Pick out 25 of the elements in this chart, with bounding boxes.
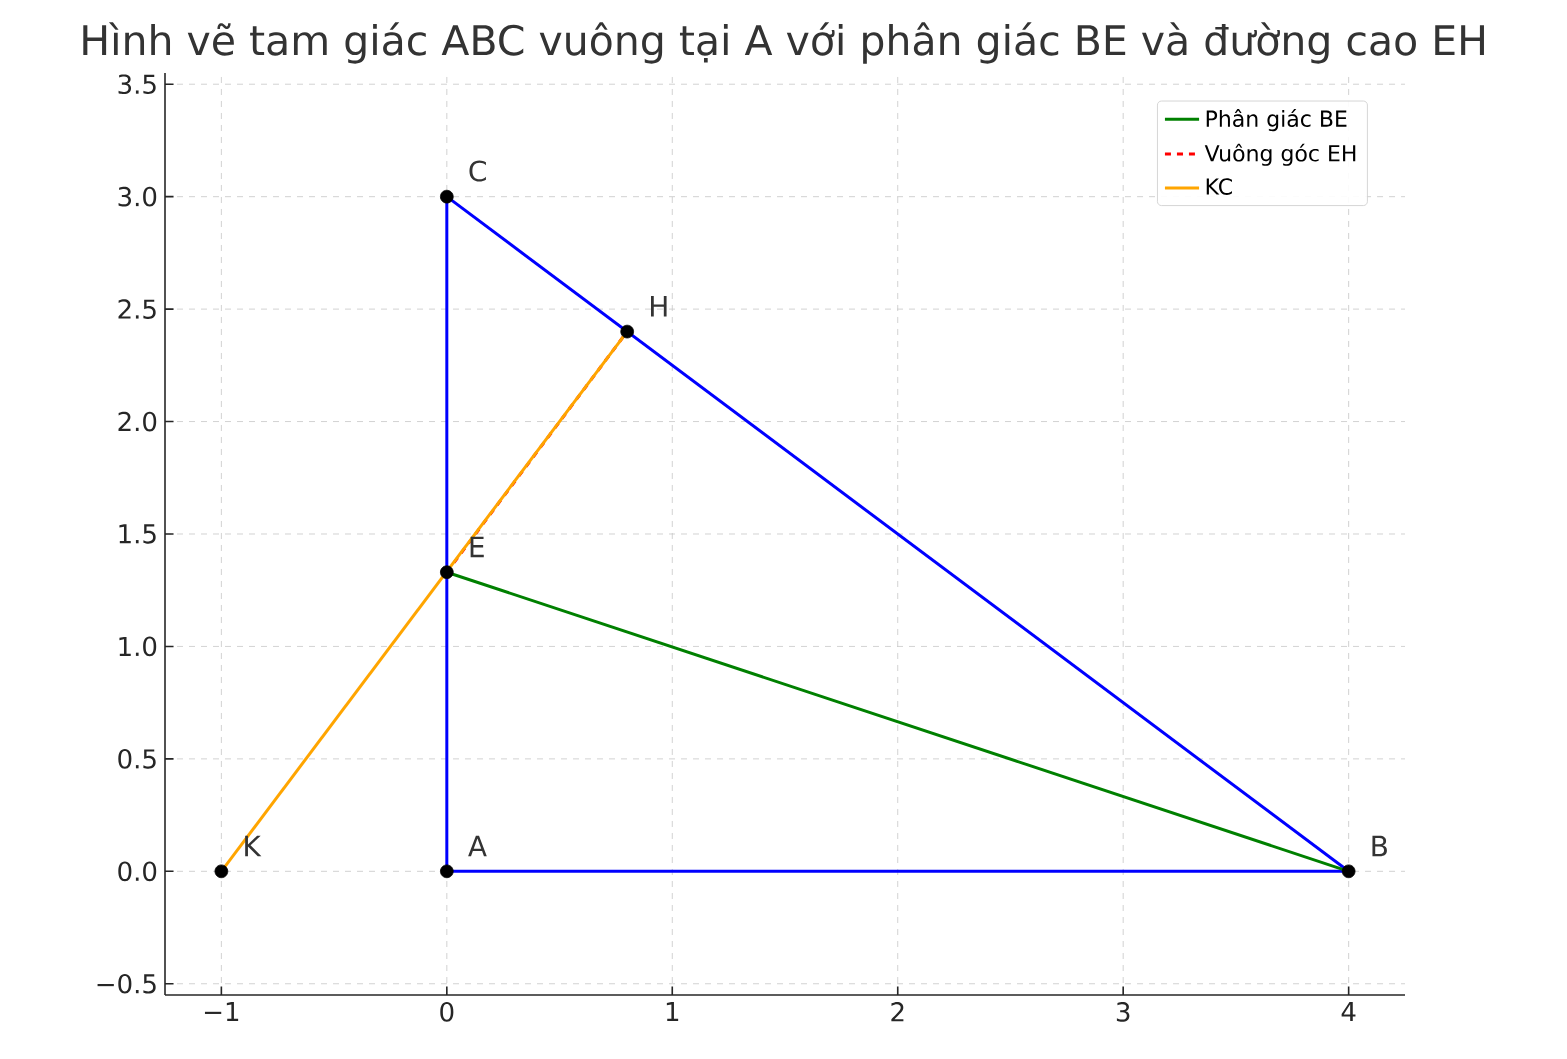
y-tick-label: 3.5 (118, 74, 156, 95)
annotation: B (1372, 835, 1387, 857)
annotation: E (470, 536, 484, 558)
x-tick-label: 4 (1341, 1002, 1356, 1022)
legend-label: Vuông góc EH (1204, 143, 1356, 166)
y-tick-label: 3.0 (118, 186, 157, 207)
x-tick-label: −1 (204, 1002, 239, 1022)
x-tick-label: 0 (440, 1002, 454, 1022)
y-tick-label: 1.5 (119, 524, 156, 544)
y-tick-label: −0.5 (97, 973, 156, 994)
y-tick-label: 0.5 (118, 749, 156, 769)
chart-title: Hình vẽ tam giác ABC vuông tại A với phân giác BE và đường cao EH (83, 22, 1484, 64)
y-tick-label: 2.5 (118, 299, 156, 319)
x-tick-label: 3 (1116, 1002, 1130, 1022)
x-tick-label: 1 (666, 1002, 679, 1022)
annotation: H (651, 296, 667, 317)
annotation: C (469, 160, 486, 182)
x-tick-label: 2 (891, 1002, 904, 1022)
legend-label: KC (1206, 178, 1232, 195)
y-tick-label: 1.0 (119, 636, 157, 657)
y-tick-label: 0.0 (118, 861, 157, 882)
legend-label: Phân giác BE (1206, 109, 1347, 132)
annotation: A (468, 835, 487, 857)
y-tick-label: 2.0 (118, 411, 157, 432)
annotation: K (245, 835, 262, 857)
